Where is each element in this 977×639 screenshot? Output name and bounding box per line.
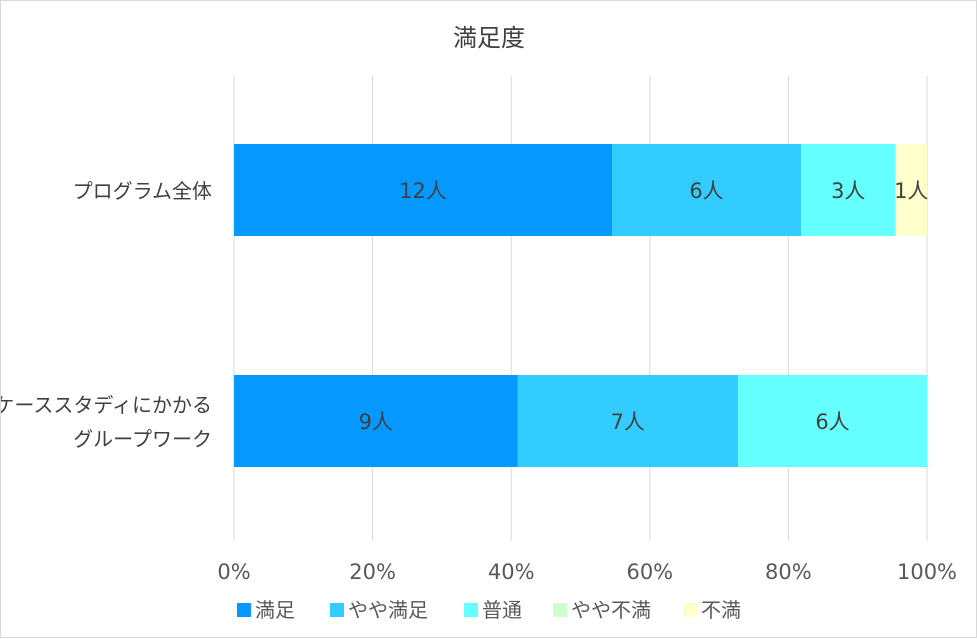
bar-segment: [517, 375, 738, 467]
data-label: 7人: [611, 410, 645, 434]
legend-swatch: [330, 603, 344, 617]
legend-swatch: [683, 603, 697, 617]
bar-segment: [234, 144, 612, 236]
data-labels: 12人 6人 3人 1人 9人 7人 6人: [359, 179, 929, 434]
data-label: 9人: [359, 410, 393, 434]
bar-segment: [234, 375, 518, 467]
chart-title: 満足度: [453, 24, 525, 52]
legend-item: 不満: [683, 598, 741, 622]
category-label: グループワーク: [73, 427, 212, 451]
legend-item: 普通: [464, 598, 522, 622]
x-tick-label: 60%: [626, 560, 673, 584]
x-tick-labels: 0% 20% 40% 60% 80% 100%: [217, 560, 957, 584]
legend-swatch: [553, 603, 567, 617]
bar-segment: [612, 144, 801, 236]
bars: [234, 144, 927, 467]
legend-swatch: [464, 603, 478, 617]
legend-swatch: [237, 603, 251, 617]
data-label: 12人: [399, 179, 447, 203]
x-tick-label: 20%: [349, 560, 396, 584]
legend-item: 満足: [237, 598, 295, 622]
data-label: 6人: [815, 410, 849, 434]
category-label: プログラム全体: [73, 179, 212, 203]
legend-label: 不満: [701, 598, 741, 622]
legend: 満足 やや満足 普通 やや不満 不満: [237, 598, 741, 622]
data-label: 6人: [689, 179, 723, 203]
data-label: 1人: [894, 179, 928, 203]
legend-item: やや満足: [330, 598, 428, 622]
x-tick-label: 40%: [488, 560, 535, 584]
x-tick-label: 100%: [897, 560, 957, 584]
bar-segment: [738, 375, 927, 467]
legend-label: 満足: [255, 598, 295, 622]
x-tick-label: 80%: [765, 560, 812, 584]
x-tick-label: 0%: [217, 560, 250, 584]
legend-label: やや不満: [571, 598, 651, 622]
bar-segment: [801, 144, 896, 236]
data-label: 3人: [831, 179, 865, 203]
legend-label: 普通: [482, 598, 522, 622]
bar-segment: [895, 144, 927, 236]
legend-label: やや満足: [348, 598, 428, 622]
legend-item: やや不満: [553, 598, 651, 622]
category-label: ケーススタディにかかる: [1, 393, 212, 417]
